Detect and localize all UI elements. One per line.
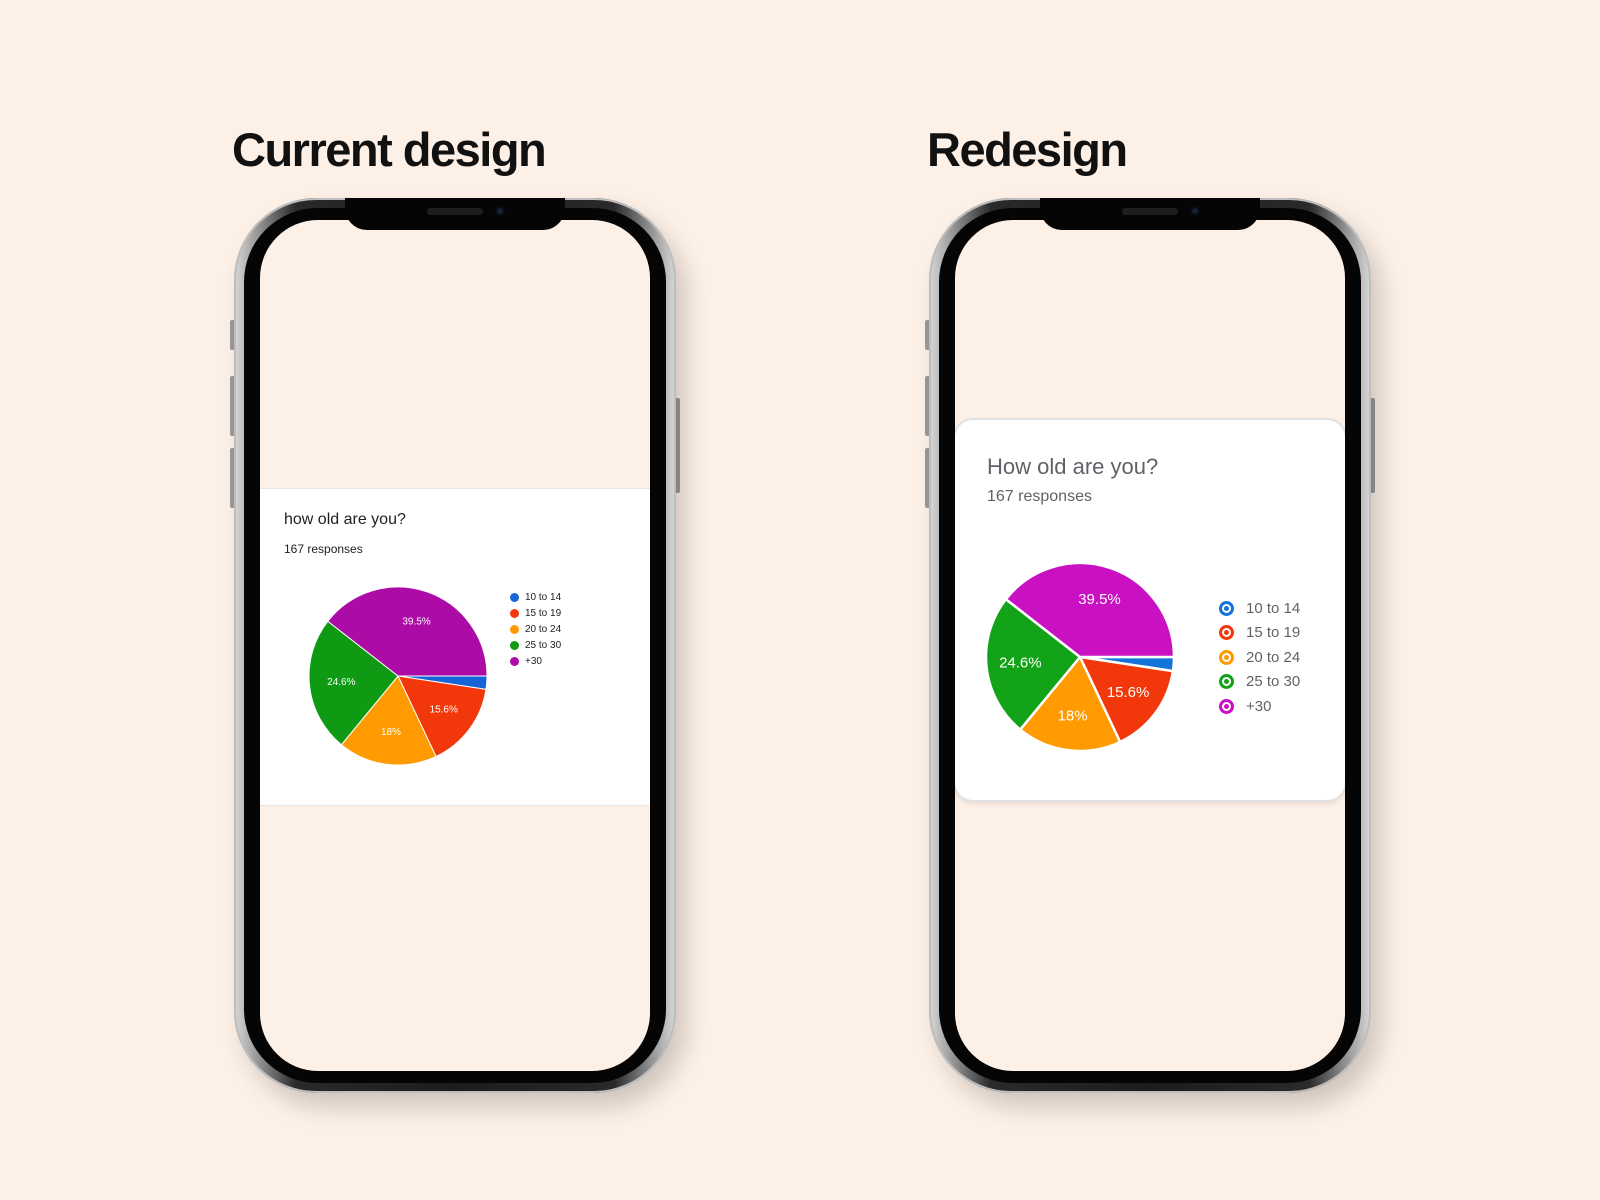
pie-label-25-to-30: 24.6% <box>999 655 1042 672</box>
phone-redesign: How old are you? 167 responses 15.6% 18% 2… <box>925 198 1375 1093</box>
volume-up-button <box>925 376 930 436</box>
volume-up-button <box>230 376 235 436</box>
pie-label-30: 39.5% <box>402 617 430 628</box>
legend-label-20-to-24: 20 to 24 <box>1246 648 1301 666</box>
front-camera <box>1190 206 1200 216</box>
pie-label-15-to-19: 15.6% <box>430 705 458 716</box>
legend-swatch-25-to-30 <box>1219 674 1234 690</box>
legend-label-30: +30 <box>1246 697 1272 715</box>
pie-chart-redesign: 15.6% 18% 24.6% 39.5% <box>984 561 1176 753</box>
power-button <box>675 398 680 493</box>
legend-label-30: +30 <box>525 655 542 667</box>
response-count: 167 responses <box>284 542 363 556</box>
speaker-grille <box>427 208 483 215</box>
front-camera <box>495 206 505 216</box>
pie-label-25-to-30: 24.6% <box>327 677 355 688</box>
pie-slice-30 <box>327 586 488 677</box>
legend-label-10-to-14: 10 to 14 <box>1246 599 1301 617</box>
volume-down-button <box>925 448 930 508</box>
chart-card-current: how old are you? 167 responses 15.6% 18% 2… <box>260 488 650 806</box>
chart-card-redesign: How old are you? 167 responses 15.6% 18% 2… <box>955 420 1345 800</box>
pie-slice-25-to-30 <box>984 597 1082 731</box>
legend-label-10-to-14: 10 to 14 <box>525 591 562 603</box>
pie-chart-current: 15.6% 18% 24.6% 39.5% <box>308 586 488 766</box>
phone-screen: How old are you? 167 responses 15.6% 18% 2… <box>955 220 1345 1071</box>
legend-item-10-to-14: 10 to 14 <box>1219 596 1300 621</box>
legend-redesign: 10 to 14 15 to 19 20 to 24 25 to 30 +30 <box>1219 596 1300 719</box>
legend-swatch-20-to-24 <box>1219 649 1234 665</box>
legend-swatch-20-to-24 <box>510 624 519 634</box>
pie-label-15-to-19: 15.6% <box>1107 684 1150 701</box>
redesign-heading: Redesign <box>927 123 1128 176</box>
pie-slice-20-to-24 <box>1018 655 1122 753</box>
legend-item-20-to-24: 20 to 24 <box>1219 645 1300 670</box>
phone-screen: how old are you? 167 responses 15.6% 18% 2… <box>260 220 650 1071</box>
legend-swatch-25-to-30 <box>510 640 519 650</box>
pie-label-30: 39.5% <box>1078 591 1121 608</box>
legend-label-25-to-30: 25 to 30 <box>525 639 562 651</box>
legend-label-20-to-24: 20 to 24 <box>525 623 562 635</box>
legend-swatch-10-to-14 <box>1219 600 1234 616</box>
legend-current: 10 to 14 15 to 19 20 to 24 25 to 30 +30 <box>510 589 561 669</box>
legend-item-25-to-30: 25 to 30 <box>510 637 561 653</box>
legend-label-15-to-19: 15 to 19 <box>525 607 562 619</box>
legend-label-25-to-30: 25 to 30 <box>1246 673 1301 691</box>
speaker-grille <box>1122 208 1178 215</box>
question-title: How old are you? <box>987 454 1159 479</box>
legend-item-10-to-14: 10 to 14 <box>510 589 561 605</box>
legend-swatch-15-to-19 <box>1219 625 1234 641</box>
pie-slice-25-to-30 <box>308 620 399 746</box>
question-title: how old are you? <box>284 511 406 528</box>
mute-switch <box>230 320 235 350</box>
legend-swatch-15-to-19 <box>510 608 519 618</box>
legend-item-25-to-30: 25 to 30 <box>1219 670 1300 695</box>
pie-slice-15-to-19 <box>1078 655 1175 744</box>
current-design-heading: Current design <box>232 123 547 176</box>
power-button <box>1370 398 1375 493</box>
pie-label-20-to-24: 18% <box>381 727 401 738</box>
pie-label-20-to-24: 18% <box>1058 708 1088 725</box>
legend-item-15-to-19: 15 to 19 <box>1219 621 1300 646</box>
legend-item-30: +30 <box>510 653 561 669</box>
mute-switch <box>925 320 930 350</box>
legend-item-20-to-24: 20 to 24 <box>510 621 561 637</box>
legend-swatch-30 <box>510 656 519 666</box>
volume-down-button <box>230 448 235 508</box>
phone-notch <box>1040 198 1260 230</box>
pie-slice-30 <box>1004 561 1176 659</box>
legend-item-30: +30 <box>1219 694 1300 719</box>
pie-slice-15-to-19 <box>397 675 487 757</box>
phone-current: how old are you? 167 responses 15.6% 18% 2… <box>230 198 680 1093</box>
response-count: 167 responses <box>987 488 1092 505</box>
phone-notch <box>345 198 565 230</box>
legend-swatch-30 <box>1219 698 1234 714</box>
legend-label-15-to-19: 15 to 19 <box>1246 624 1301 642</box>
legend-swatch-10-to-14 <box>510 592 519 602</box>
legend-item-15-to-19: 15 to 19 <box>510 605 561 621</box>
pie-slice-20-to-24 <box>340 675 437 766</box>
